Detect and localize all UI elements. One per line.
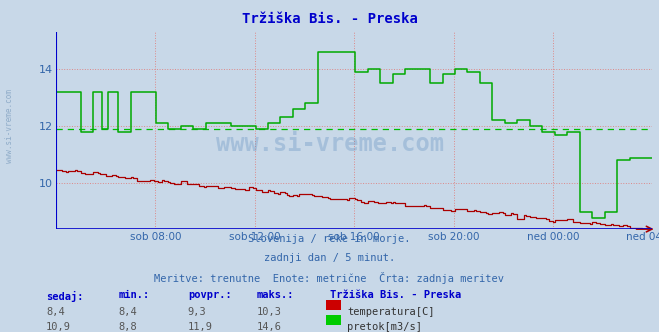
Text: www.si-vreme.com: www.si-vreme.com — [5, 89, 14, 163]
Text: sedaj:: sedaj: — [46, 290, 84, 301]
Text: Tržiška Bis. - Preska: Tržiška Bis. - Preska — [330, 290, 461, 300]
Text: 8,4: 8,4 — [119, 307, 137, 317]
Text: povpr.:: povpr.: — [188, 290, 231, 300]
Text: 11,9: 11,9 — [188, 322, 213, 332]
Text: Meritve: trenutne  Enote: metrične  Črta: zadnja meritev: Meritve: trenutne Enote: metrične Črta: … — [154, 272, 505, 284]
Text: 14,6: 14,6 — [257, 322, 282, 332]
Text: 10,3: 10,3 — [257, 307, 282, 317]
Text: temperatura[C]: temperatura[C] — [347, 307, 435, 317]
Text: 8,8: 8,8 — [119, 322, 137, 332]
Text: 9,3: 9,3 — [188, 307, 206, 317]
Text: zadnji dan / 5 minut.: zadnji dan / 5 minut. — [264, 253, 395, 263]
Text: maks.:: maks.: — [257, 290, 295, 300]
Text: 10,9: 10,9 — [46, 322, 71, 332]
Text: Slovenija / reke in morje.: Slovenija / reke in morje. — [248, 234, 411, 244]
Text: Tržiška Bis. - Preska: Tržiška Bis. - Preska — [242, 12, 417, 26]
Text: 8,4: 8,4 — [46, 307, 65, 317]
Text: www.si-vreme.com: www.si-vreme.com — [215, 132, 444, 156]
Text: pretok[m3/s]: pretok[m3/s] — [347, 322, 422, 332]
Text: min.:: min.: — [119, 290, 150, 300]
